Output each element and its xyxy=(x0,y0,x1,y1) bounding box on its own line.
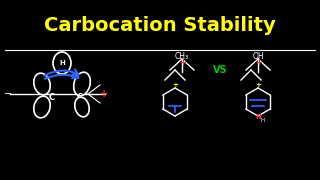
Text: CH₃: CH₃ xyxy=(175,51,189,60)
Ellipse shape xyxy=(34,96,50,118)
Text: +: + xyxy=(180,57,187,66)
Text: VS: VS xyxy=(213,65,227,75)
Text: −: − xyxy=(4,89,12,99)
Text: +: + xyxy=(100,89,108,99)
Text: Carbocation Stability: Carbocation Stability xyxy=(44,15,276,35)
Text: +: + xyxy=(172,82,178,88)
Text: C: C xyxy=(49,93,55,102)
Text: +: + xyxy=(255,57,262,66)
Ellipse shape xyxy=(74,72,90,96)
Ellipse shape xyxy=(34,73,50,95)
Text: H: H xyxy=(59,60,65,66)
Ellipse shape xyxy=(75,97,89,117)
Text: OH: OH xyxy=(252,51,264,60)
Text: C: C xyxy=(77,93,83,102)
Text: N: N xyxy=(255,114,261,120)
Ellipse shape xyxy=(53,52,71,74)
Text: +: + xyxy=(255,82,261,88)
Text: H: H xyxy=(261,118,265,123)
